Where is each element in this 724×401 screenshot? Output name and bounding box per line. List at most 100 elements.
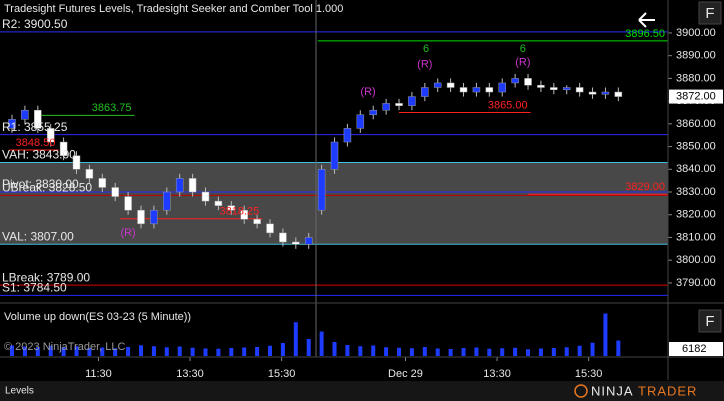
volume-bar <box>9 345 14 356</box>
y-tick-label: 3860.00 <box>676 118 716 130</box>
volume-bar <box>319 331 324 356</box>
volume-bar <box>306 339 311 356</box>
candle-body <box>85 169 94 179</box>
candle-body <box>472 87 481 93</box>
candle-body <box>498 82 506 93</box>
volume-bar <box>229 348 234 356</box>
y-tick-label: 3840.00 <box>676 163 716 175</box>
volume-bar <box>74 346 79 356</box>
tab-label[interactable]: Levels <box>5 386 34 397</box>
candle-body <box>8 119 16 129</box>
volume-bar <box>139 345 144 356</box>
volume-bar <box>474 347 479 356</box>
volume-bar <box>268 345 273 356</box>
candle-body <box>72 155 81 170</box>
volume-bar <box>151 346 156 356</box>
y-tick-label: 3790.00 <box>676 277 716 289</box>
candle-body <box>227 205 236 211</box>
level-label: LBreak: 3789.00 <box>2 270 90 284</box>
candle-body <box>459 87 468 93</box>
volume-bar <box>242 347 247 356</box>
candle-body <box>562 87 571 91</box>
volume-bar <box>113 348 118 356</box>
volume-bar <box>435 348 440 356</box>
segment-label: 3829.00 <box>625 181 665 193</box>
candle-body <box>446 82 455 88</box>
f-button[interactable] <box>698 1 722 25</box>
level-label: UBreak: 3828.50 <box>2 181 92 195</box>
volume-bar <box>371 345 376 356</box>
level-label: VAH: 3843.00 <box>2 148 76 162</box>
volume-bar <box>177 346 182 356</box>
candle-body <box>588 91 597 95</box>
y-tick-label: 3880.00 <box>676 72 716 84</box>
candle-body <box>137 209 145 225</box>
y-tick-label: 3850.00 <box>676 140 716 152</box>
volume-bar <box>61 347 66 356</box>
annotation: (R) <box>417 59 432 71</box>
y-tick-label: 3890.00 <box>676 50 716 62</box>
segment-label: 3848.50 <box>16 137 56 149</box>
candle-body <box>601 91 610 95</box>
volume-tag <box>669 342 723 356</box>
volume-bar <box>448 349 453 356</box>
annotation: 6 <box>520 43 526 55</box>
candle-body <box>408 96 416 106</box>
annotation: (R) <box>515 56 530 68</box>
logo-left: NINJA <box>591 383 634 398</box>
f-button-label[interactable]: F <box>705 5 714 22</box>
back-arrow[interactable] <box>638 12 655 28</box>
candle-body <box>317 169 326 211</box>
candle-body <box>21 109 29 120</box>
candle-body <box>201 191 210 202</box>
volume-bar <box>603 313 608 356</box>
candle-body <box>421 87 429 97</box>
candle-body <box>279 232 287 243</box>
volume-bar <box>526 349 531 356</box>
value-area <box>0 162 668 245</box>
candle-body <box>124 196 132 211</box>
volume-bar <box>255 347 260 356</box>
x-tick-label: 11:30 <box>85 368 112 380</box>
volume-bar <box>409 348 414 356</box>
volume-bar <box>22 346 27 356</box>
copyright: © 2023 NinjaTrader, LLC <box>4 341 125 353</box>
x-tick-label: Dec 29 <box>388 368 423 380</box>
volume-bar <box>293 322 298 356</box>
candle-body <box>292 241 300 245</box>
candle-layer <box>8 73 623 356</box>
last-price-label: 3872.00 <box>676 90 716 102</box>
x-tick-label: 13:30 <box>176 368 204 380</box>
volume-bar <box>487 348 492 356</box>
f-button-label[interactable]: F <box>705 313 714 330</box>
volume-bar <box>577 345 582 356</box>
candle-body <box>382 103 390 111</box>
volume-bar <box>87 348 92 356</box>
candle-body <box>343 128 352 143</box>
candle-body <box>111 187 119 197</box>
volume-bar <box>422 347 427 356</box>
y-tick-label: 3810.00 <box>676 231 716 243</box>
segment-label: 3896.50 <box>625 28 665 40</box>
volume-bar <box>100 347 105 356</box>
candle-body <box>34 109 42 129</box>
candle-body <box>253 219 261 225</box>
label-layer: 3790.00 3800.00 3810.00 3820.00 3830.00 3840.… <box>2 17 723 380</box>
candle-body <box>369 109 377 116</box>
candle-body <box>575 87 584 93</box>
x-tick-label: 15:30 <box>575 368 603 380</box>
y-tick-label: 3820.00 <box>676 209 716 221</box>
annotation: 6 <box>423 43 429 55</box>
candle-body <box>524 78 532 86</box>
volume-tag-label: 6182 <box>682 343 706 355</box>
segment-label: 3818.25 <box>220 206 260 218</box>
candle-body <box>150 209 158 225</box>
candle-body <box>163 191 171 211</box>
volume-bar <box>190 347 195 356</box>
annotation: (R) <box>360 86 375 98</box>
candle-body <box>240 209 248 220</box>
volume-bar <box>538 348 543 356</box>
f-button[interactable] <box>698 309 722 333</box>
level-label: VAL: 3807.00 <box>2 229 74 243</box>
